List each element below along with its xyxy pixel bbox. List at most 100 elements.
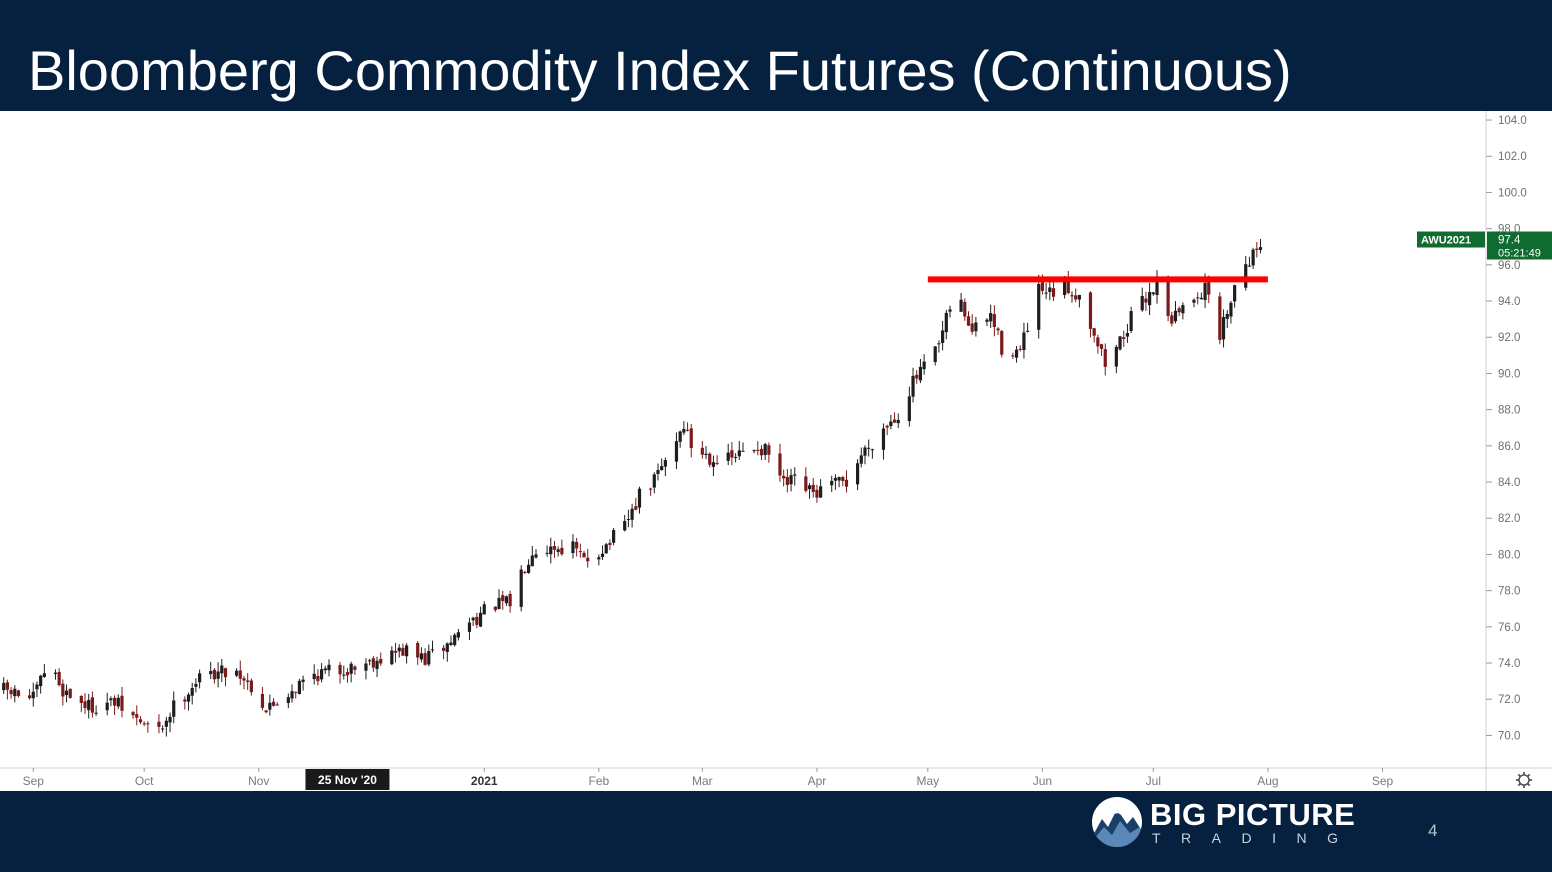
x-tick-label: Jun [1033, 774, 1052, 788]
candle-body [804, 476, 808, 491]
candle-body [833, 477, 838, 481]
y-tick-label: 74.0 [1498, 658, 1520, 670]
candle-body [146, 723, 150, 725]
settings-gear-icon[interactable] [1516, 772, 1532, 788]
candle-body [508, 593, 512, 607]
candle-body [867, 447, 871, 449]
candle-body [841, 477, 845, 481]
candle-body [364, 663, 368, 671]
candle-body [212, 669, 216, 680]
candle-body [660, 466, 664, 471]
candle-body [989, 313, 993, 322]
candle-body [1129, 311, 1133, 332]
chart-panel[interactable]: AWU2021 97.4 05:21:49 104.0 102.0 100.0 98.0 9… [0, 111, 1552, 791]
candle-body [172, 700, 176, 717]
candle-body [1018, 348, 1022, 350]
candle-body [319, 669, 324, 680]
y-tick-label: 80.0 [1498, 549, 1520, 561]
candle-body [752, 450, 756, 452]
candle-body [16, 690, 21, 697]
candle-body [552, 546, 557, 550]
y-tick-label: 100.0 [1498, 187, 1527, 199]
y-tick-label: 70.0 [1498, 730, 1520, 742]
candle-body [970, 323, 974, 332]
candle-body [656, 470, 660, 474]
y-tick-label: 102.0 [1498, 151, 1527, 163]
candle-body [471, 617, 475, 621]
candle-body [190, 688, 194, 696]
candle-body [600, 553, 605, 557]
candle-body [478, 612, 483, 627]
candle-body [911, 375, 915, 397]
candle-body [892, 419, 897, 423]
candle-body [1244, 264, 1248, 288]
candle-body [881, 428, 886, 450]
candle-body [135, 714, 139, 718]
title-bar: Bloomberg Commodity Index Futures (Conti… [0, 0, 1552, 111]
candle-body [855, 463, 860, 485]
candle-body [198, 673, 202, 683]
candle-body [1051, 288, 1056, 297]
candle-body [571, 541, 575, 554]
candle-body [1218, 296, 1222, 340]
candle-body [419, 653, 424, 660]
y-tick-label: 82.0 [1498, 513, 1520, 525]
candle-body [1148, 292, 1152, 306]
y-tick-label: 72.0 [1498, 694, 1520, 706]
candle-body [1233, 285, 1237, 302]
y-tick-label: 90.0 [1498, 368, 1520, 380]
candle-body [427, 650, 431, 665]
y-tick-label: 94.0 [1498, 296, 1520, 308]
candle-body [368, 660, 372, 662]
candle-body [482, 604, 486, 615]
y-tick-label: 84.0 [1498, 477, 1520, 489]
candle-body [397, 647, 401, 652]
candle-body [793, 474, 797, 476]
candle-body [294, 691, 298, 693]
candle-body [1044, 292, 1048, 294]
candle-body [456, 632, 460, 638]
candle-body [349, 663, 353, 674]
candle-body [937, 343, 941, 345]
candle-body [441, 647, 446, 651]
candle-body [327, 664, 331, 671]
symbol-label: AWU2021 [1421, 235, 1471, 247]
candle-body [164, 720, 168, 727]
candle-body [586, 557, 590, 562]
candle-body [726, 452, 730, 461]
candle-body [948, 309, 952, 312]
candle-body [301, 679, 305, 682]
candle-body [168, 716, 172, 723]
candle-body [9, 690, 13, 695]
candle-body [157, 721, 161, 727]
candle-body [242, 678, 246, 681]
candle-body [922, 361, 926, 370]
candle-body [1199, 297, 1203, 300]
candle-body [1022, 332, 1026, 351]
candle-body [1207, 280, 1211, 295]
price-chart[interactable]: AWU2021 97.405:21:49 104.0 102.0 100.0 98.0 9… [0, 111, 1552, 791]
candle-body [142, 723, 146, 725]
candle-body [264, 710, 268, 713]
candle-body [759, 448, 764, 456]
x-tick-label: Aug [1257, 774, 1278, 788]
candle-body [863, 447, 867, 456]
x-tick-label: Oct [135, 774, 154, 788]
candle-body [338, 664, 342, 675]
candle-body [94, 712, 98, 714]
candle-body [634, 506, 638, 510]
candle-body [1140, 296, 1144, 311]
candle-body [763, 444, 767, 455]
candle-body [501, 595, 505, 602]
candle-body [966, 316, 971, 326]
candle-body [297, 680, 302, 694]
candle-body [405, 645, 409, 657]
candle-body [27, 695, 32, 699]
candle-body [815, 489, 819, 498]
candle-body [678, 431, 682, 442]
candle-body [68, 688, 72, 698]
candle-body [109, 698, 113, 701]
candle-body [39, 675, 43, 687]
crosshair-date-badge [305, 769, 390, 790]
candle-body [597, 557, 601, 560]
